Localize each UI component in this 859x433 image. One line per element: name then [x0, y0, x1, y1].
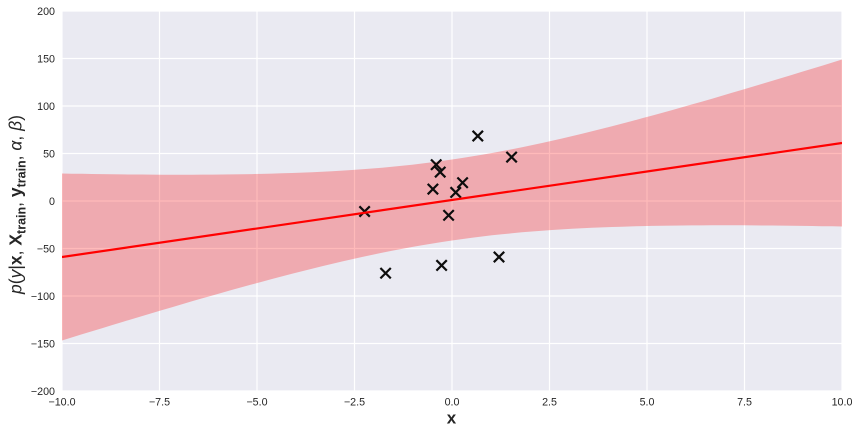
svg-text:150: 150: [37, 53, 55, 65]
svg-text:0: 0: [49, 196, 55, 208]
svg-text:10.0: 10.0: [832, 397, 853, 409]
svg-text:−100: −100: [31, 291, 55, 303]
svg-text:−7.5: −7.5: [149, 397, 170, 409]
svg-text:0.0: 0.0: [445, 397, 460, 409]
svg-text:−5.0: −5.0: [246, 397, 267, 409]
svg-text:x: x: [447, 409, 457, 428]
svg-text:2.5: 2.5: [542, 397, 557, 409]
svg-text:100: 100: [37, 101, 55, 113]
svg-text:p(y|x, Xtrain, ytrain, α, β): p(y|x, Xtrain, ytrain, α, β): [6, 115, 29, 295]
svg-text:−50: −50: [37, 243, 55, 255]
svg-text:−10.0: −10.0: [48, 397, 75, 409]
svg-text:−150: −150: [31, 338, 55, 350]
svg-text:200: 200: [37, 6, 55, 18]
svg-text:50: 50: [43, 148, 55, 160]
svg-text:7.5: 7.5: [737, 397, 752, 409]
svg-text:5.0: 5.0: [640, 397, 655, 409]
svg-text:−200: −200: [31, 386, 55, 398]
svg-text:−2.5: −2.5: [344, 397, 365, 409]
